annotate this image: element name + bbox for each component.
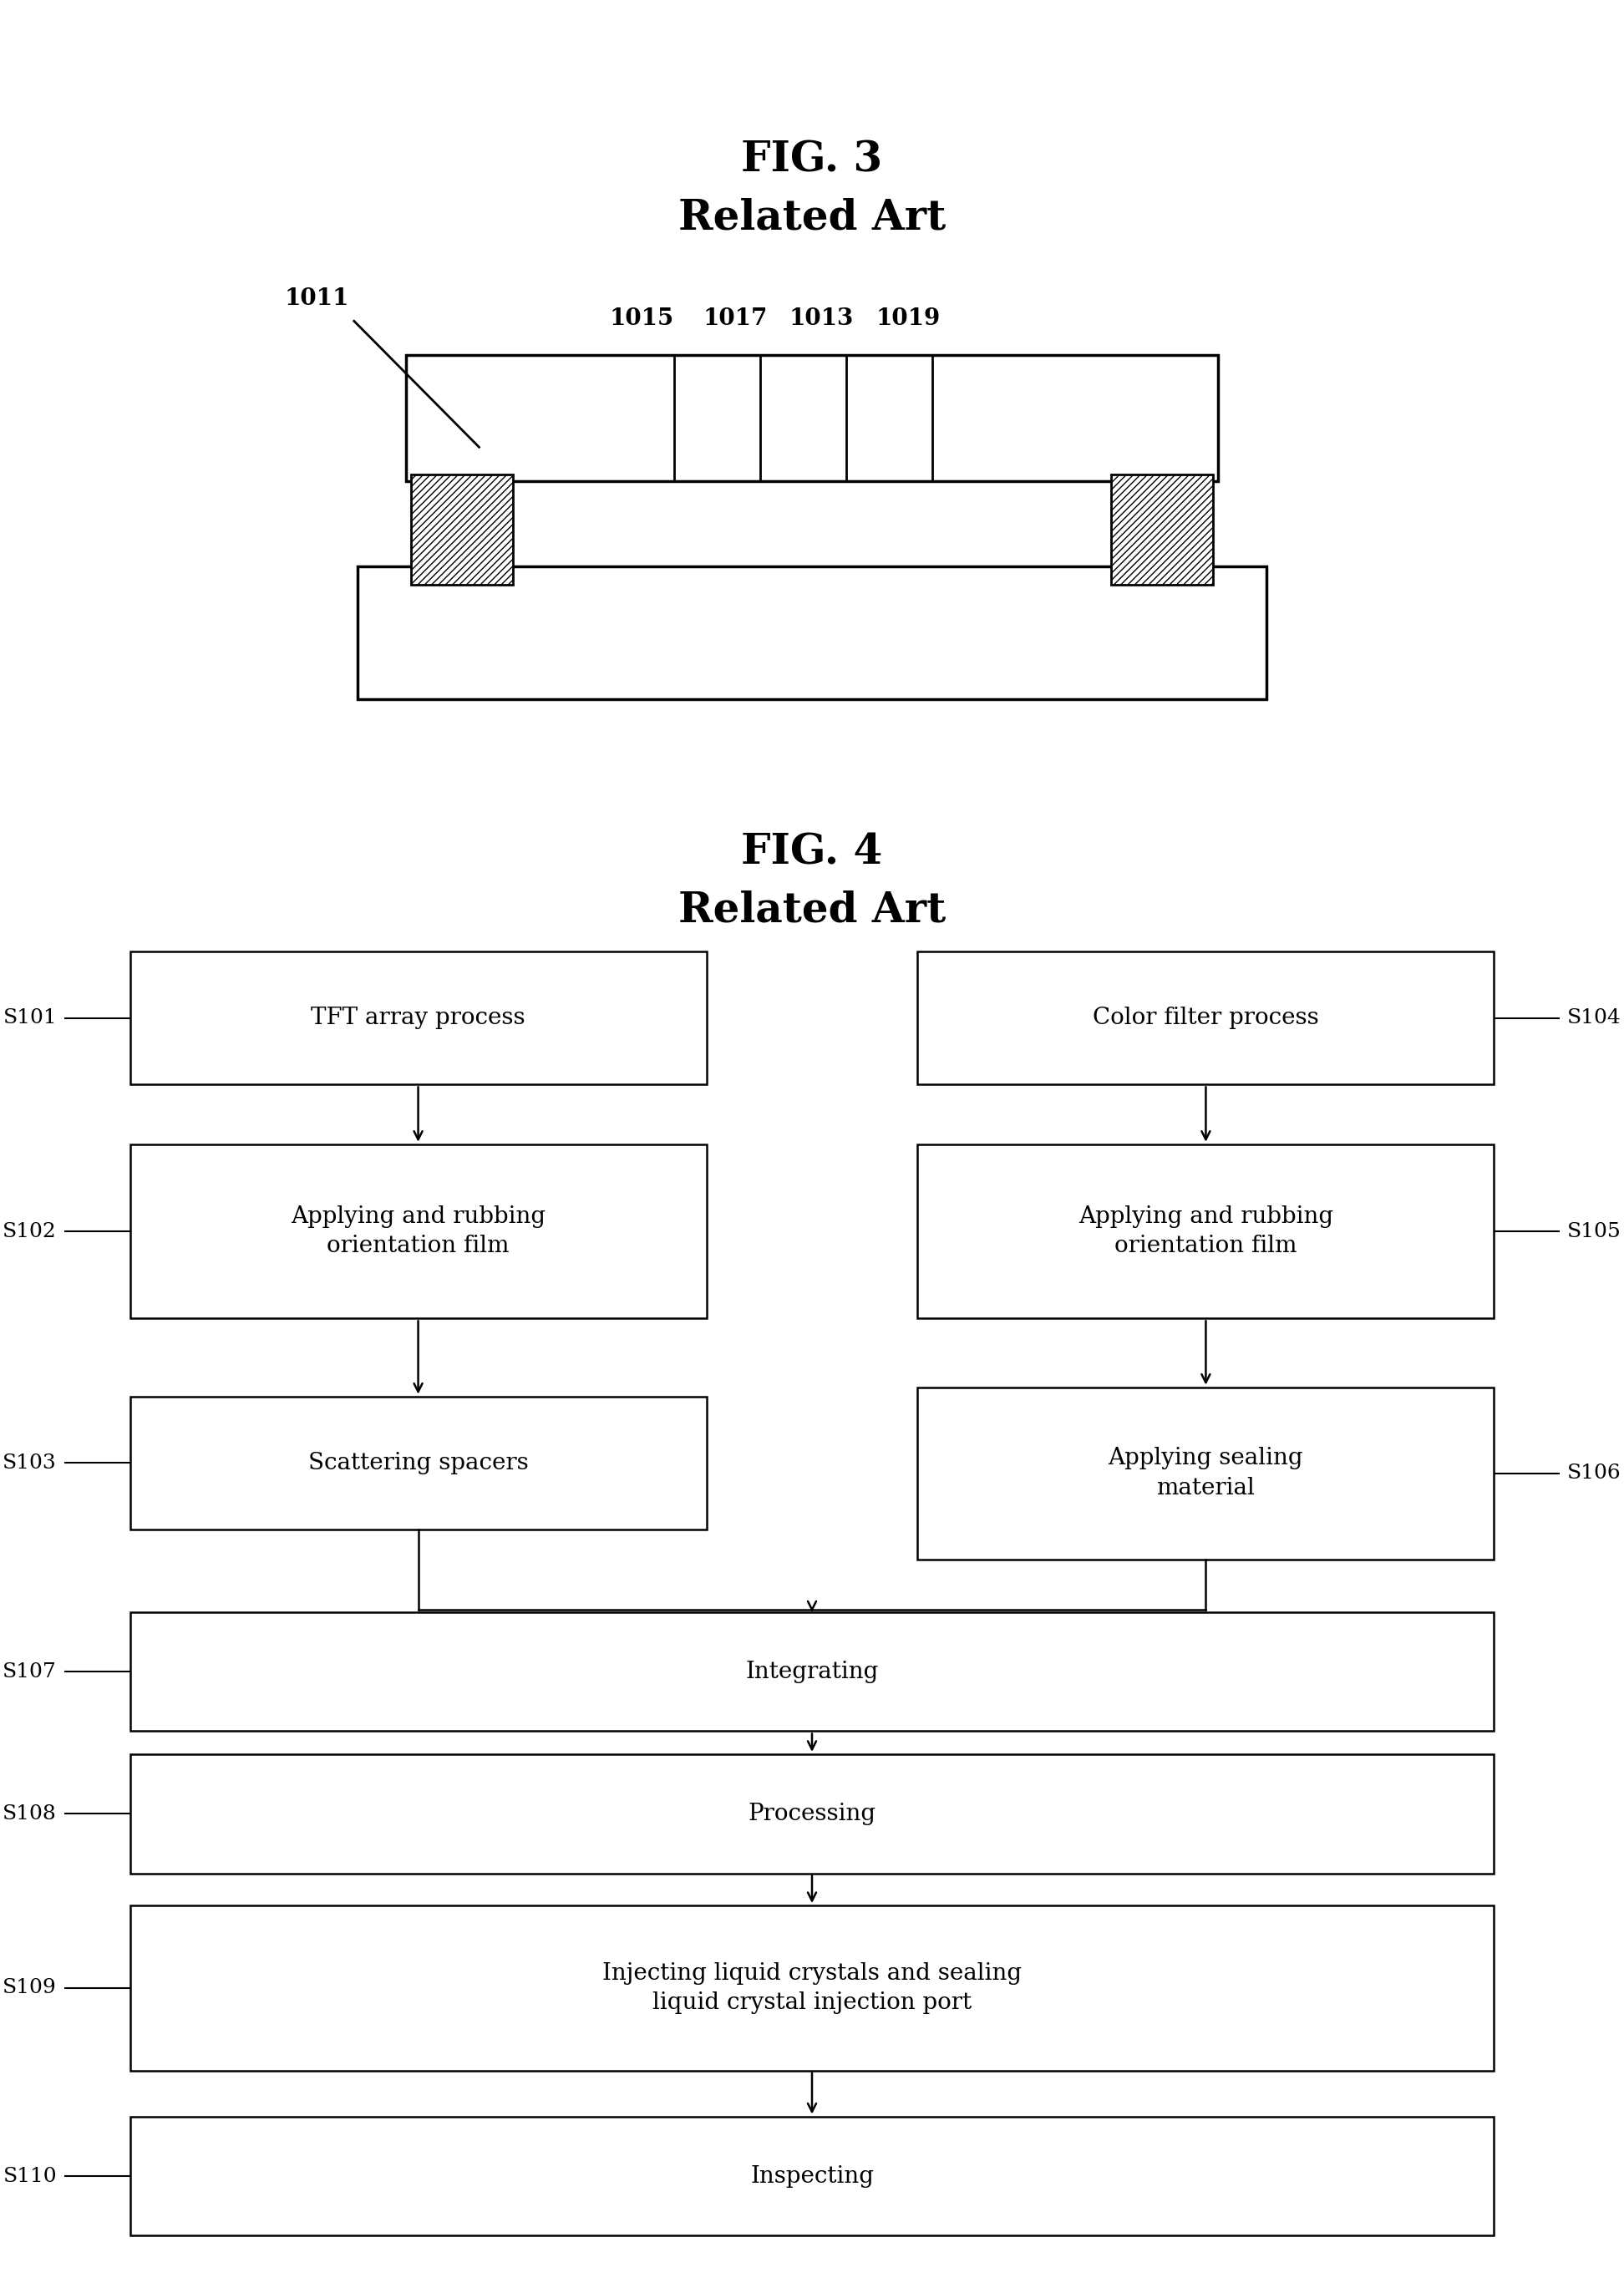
Text: Injecting liquid crystals and sealing
liquid crystal injection port: Injecting liquid crystals and sealing li… [603, 1963, 1021, 2013]
Text: 1017: 1017 [703, 307, 768, 330]
Bar [918, 1144, 1494, 1318]
Text: S101: S101 [3, 1009, 57, 1027]
Bar [918, 1387, 1494, 1559]
Bar [918, 952, 1494, 1085]
Bar [130, 1754, 1494, 1873]
Text: Scattering spacers: Scattering spacers [309, 1451, 528, 1474]
Bar [357, 566, 1267, 699]
Bar [1111, 475, 1213, 585]
Text: Related Art: Related Art [679, 890, 945, 931]
Text: 1011: 1011 [284, 287, 349, 310]
Text: Applying and rubbing
orientation film: Applying and rubbing orientation film [1078, 1206, 1333, 1257]
Text: FIG. 4: FIG. 4 [741, 832, 883, 874]
Text: 1015: 1015 [609, 307, 674, 330]
Text: S103: S103 [3, 1454, 57, 1472]
Text: S110: S110 [3, 2167, 57, 2185]
Text: S105: S105 [1567, 1222, 1621, 1241]
Bar [130, 1905, 1494, 2071]
Bar [130, 1612, 1494, 1731]
Text: 1019: 1019 [875, 307, 940, 330]
Text: TFT array process: TFT array process [310, 1007, 526, 1030]
Text: S102: S102 [3, 1222, 57, 1241]
Text: Integrating: Integrating [745, 1660, 879, 1683]
Text: S106: S106 [1567, 1463, 1621, 1484]
Text: Inspecting: Inspecting [750, 2165, 874, 2188]
Text: Processing: Processing [749, 1802, 875, 1825]
Bar [411, 475, 513, 585]
Bar [130, 1144, 706, 1318]
Bar [130, 2116, 1494, 2236]
Text: FIG. 3: FIG. 3 [741, 140, 883, 181]
Bar [130, 952, 706, 1085]
Text: Color filter process: Color filter process [1093, 1007, 1319, 1030]
Text: Applying sealing
material: Applying sealing material [1108, 1447, 1304, 1500]
Text: S107: S107 [3, 1662, 57, 1681]
Text: Applying and rubbing
orientation film: Applying and rubbing orientation film [291, 1206, 546, 1257]
Text: S109: S109 [3, 1979, 57, 1997]
Bar [130, 1396, 706, 1529]
Text: S104: S104 [1567, 1009, 1621, 1027]
Text: S108: S108 [3, 1805, 57, 1823]
Bar [406, 355, 1218, 482]
Text: 1013: 1013 [789, 307, 854, 330]
Text: Related Art: Related Art [679, 197, 945, 238]
